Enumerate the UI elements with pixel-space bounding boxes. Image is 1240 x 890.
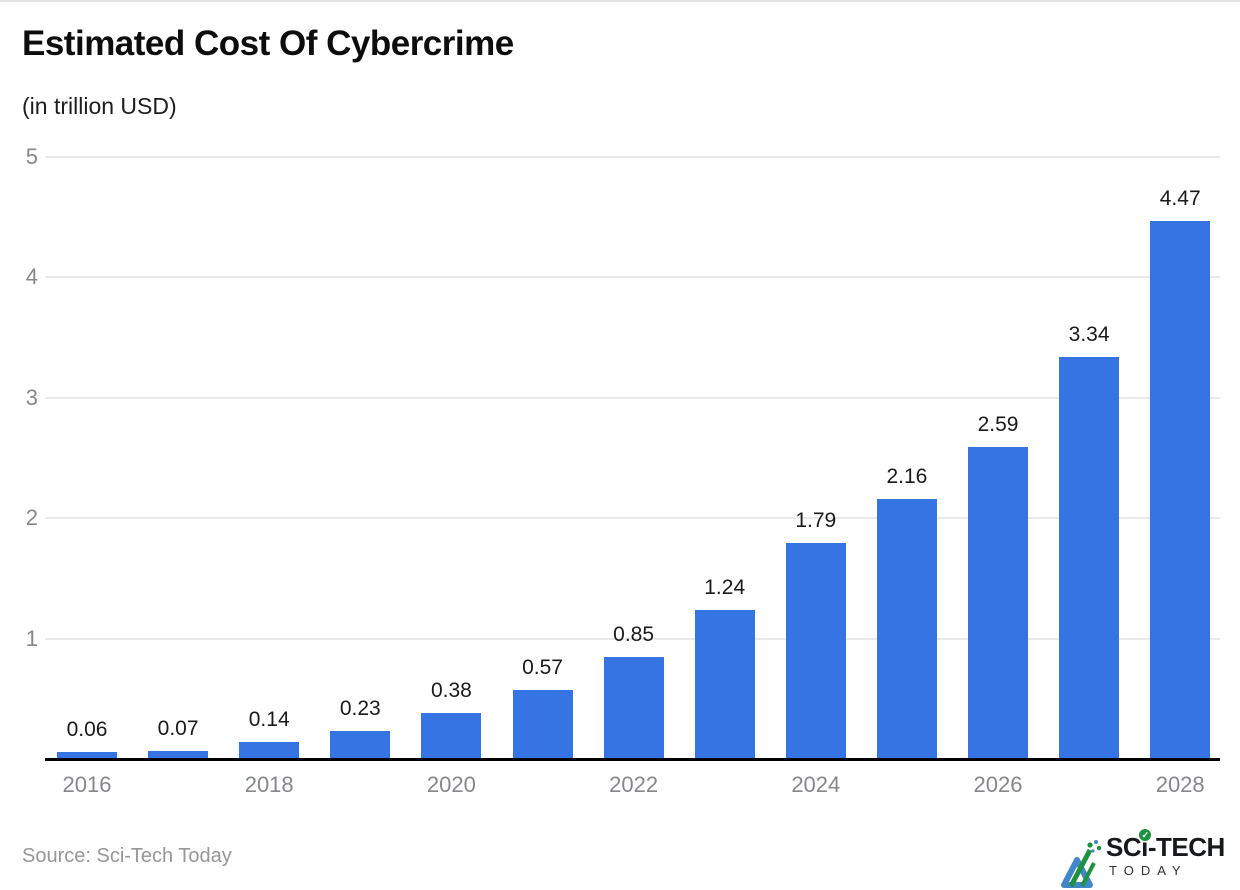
y-axis-tick-5: 5 bbox=[25, 144, 38, 169]
bar-value-2021: 0.57 bbox=[522, 656, 563, 679]
bar-2021 bbox=[512, 690, 573, 759]
y-axis-tick-4: 4 bbox=[25, 264, 38, 290]
source-note: Source: Sci-Tech Today bbox=[22, 845, 232, 867]
bar-2027 bbox=[1059, 357, 1120, 759]
logo-line2: TODAY bbox=[1109, 863, 1188, 878]
bar-value-2028: 4.47 bbox=[1159, 187, 1201, 210]
bar-value-2016: 0.06 bbox=[66, 718, 108, 741]
x-axis-tick-2026: 2026 bbox=[973, 772, 1023, 797]
x-axis-tick-2018: 2018 bbox=[244, 772, 294, 797]
x-axis-tick-2016: 2016 bbox=[62, 772, 112, 797]
y-axis-tick-1: 1 bbox=[25, 625, 38, 651]
bar-value-2022: 0.85 bbox=[613, 623, 655, 646]
x-axis-tick-2024: 2024 bbox=[791, 772, 841, 797]
x-axis-tick-2022: 2022 bbox=[609, 772, 659, 797]
logo-part1: SC bbox=[1106, 832, 1142, 862]
gridline-y4 bbox=[45, 276, 1220, 279]
logo-dotless-i: ı bbox=[1141, 832, 1148, 862]
y-axis-tick-3: 3 bbox=[25, 384, 38, 410]
sci-tech-today-logo: SC ✓ ı-TECH TODAY bbox=[1058, 829, 1225, 889]
bar-value-2027: 3.34 bbox=[1068, 323, 1110, 346]
logo-mark-icon bbox=[1061, 840, 1102, 888]
bar-2017 bbox=[148, 751, 209, 759]
check-icon: ✓ bbox=[1139, 829, 1152, 841]
logo-line1: SC ✓ ı-TECH bbox=[1106, 829, 1225, 862]
bar-2028 bbox=[1150, 221, 1211, 759]
bar-2019 bbox=[330, 731, 391, 759]
gridline-y1 bbox=[45, 637, 1220, 640]
bar-2020 bbox=[421, 713, 482, 759]
bar-value-2017: 0.07 bbox=[157, 717, 199, 740]
bar-value-2020: 0.38 bbox=[430, 679, 472, 702]
logo-text: SC ✓ ı-TECH TODAY bbox=[1106, 829, 1225, 878]
gridline-y2 bbox=[45, 517, 1220, 520]
bar-value-2025: 2.16 bbox=[886, 465, 928, 488]
x-axis-tick-2020: 2020 bbox=[426, 772, 476, 797]
bar-2023 bbox=[694, 610, 755, 759]
bar-value-2026: 2.59 bbox=[977, 413, 1019, 436]
top-divider bbox=[0, 0, 1240, 2]
page-subtitle: (in trillion USD) bbox=[22, 93, 177, 119]
bar-value-2024: 1.79 bbox=[795, 509, 837, 532]
x-axis-tick-2028: 2028 bbox=[1155, 772, 1205, 797]
x-axis-line bbox=[45, 758, 1220, 761]
bar-value-2018: 0.14 bbox=[248, 708, 290, 731]
logo-part2: -TECH bbox=[1147, 832, 1225, 862]
gridline-y5 bbox=[45, 156, 1220, 158]
bar-2026 bbox=[968, 447, 1028, 759]
bar-2022 bbox=[603, 657, 664, 759]
bar-2018 bbox=[239, 742, 300, 759]
bar-value-2023: 1.24 bbox=[704, 576, 746, 599]
bar-value-2019: 0.23 bbox=[339, 697, 381, 720]
bar-2024 bbox=[785, 543, 846, 759]
bar-2025 bbox=[876, 499, 937, 759]
bar-2016 bbox=[57, 752, 117, 759]
page-title: Estimated Cost Of Cybercrime bbox=[22, 24, 514, 63]
y-axis-tick-2: 2 bbox=[25, 505, 38, 531]
gridline-y3 bbox=[45, 396, 1220, 399]
